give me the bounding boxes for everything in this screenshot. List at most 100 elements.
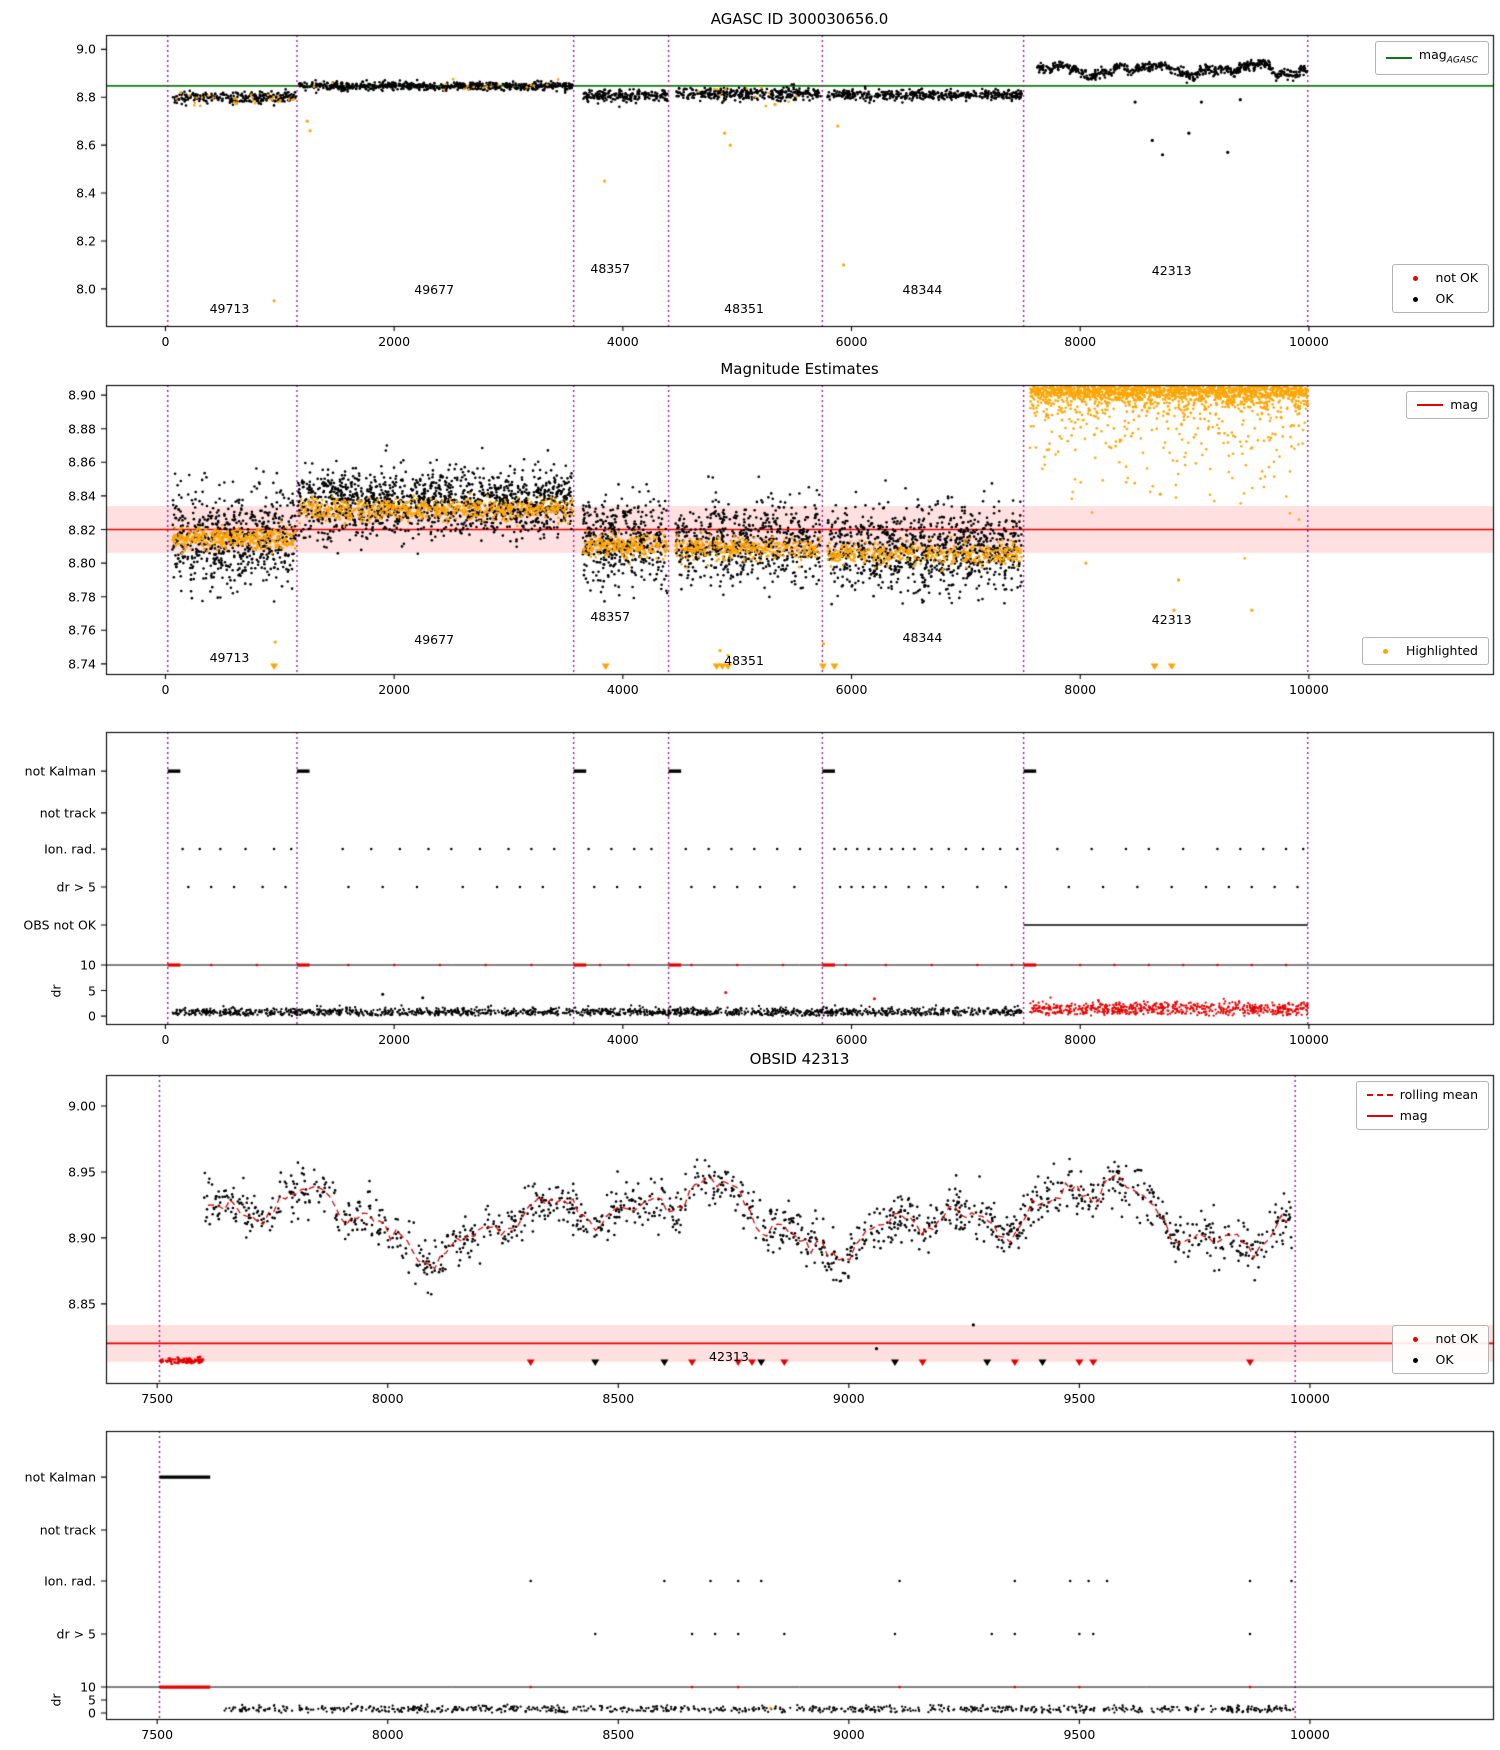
p5-x-tick-label-8000: 8000 <box>371 1727 404 1742</box>
p2-y-tick-label-8.80: 8.80 <box>68 555 96 571</box>
p5-x-tick-label-8500: 8500 <box>602 1727 635 1742</box>
legend-label: magAGASC <box>1418 47 1478 66</box>
p1-x-tick-label-8000: 8000 <box>1064 334 1097 349</box>
p4-legend-1: not OK OK <box>1391 1325 1489 1374</box>
legend-row: mag <box>1366 1108 1478 1124</box>
legend-label: mag <box>1450 397 1478 412</box>
p4-x-tick-label-7500: 7500 <box>141 1391 174 1406</box>
p2-y-tick-label-8.90: 8.90 <box>68 387 96 403</box>
p3-dr-tick-label-10: 10 <box>80 957 96 973</box>
plot1-title: AGASC ID 300030656.0 <box>710 10 889 28</box>
p5-dr-axis-label: dr <box>48 1693 64 1707</box>
legend-row: Highlighted <box>1373 643 1478 659</box>
p4-obsid-label-42313: 42313 <box>709 1349 749 1365</box>
line-red-icon <box>1417 404 1444 406</box>
legend-row: OK <box>1403 1352 1478 1368</box>
legend-label: mag <box>1399 1108 1428 1123</box>
p1-y-tick-label-9.0: 9.0 <box>76 41 96 57</box>
dot-black-icon <box>1403 296 1429 302</box>
legend-row: magAGASC <box>1385 47 1478 69</box>
p1-legend-1: not OK OK <box>1391 264 1489 313</box>
plot4-title: OBSID 42313 <box>749 1050 850 1068</box>
legend-row: OK <box>1403 291 1478 307</box>
legend-row: rolling mean <box>1366 1087 1478 1103</box>
legend-label: rolling mean <box>1399 1087 1478 1102</box>
p3-dr-tick-label-5: 5 <box>88 983 96 999</box>
p5-dr-tick-label-0: 0 <box>88 1705 96 1721</box>
p4-legend-0: rolling mean mag <box>1355 1081 1489 1130</box>
p3-x-tick-label-4000: 4000 <box>606 1032 639 1047</box>
p5-flag-label-not_kalman: not Kalman <box>24 1469 96 1485</box>
p1-x-tick-label-10000: 10000 <box>1289 334 1329 349</box>
p3-x-tick-label-2000: 2000 <box>378 1032 411 1047</box>
p2-y-tick-label-8.84: 8.84 <box>68 488 96 504</box>
p1-obsid-label-42313: 42313 <box>1151 262 1192 278</box>
line-green-icon <box>1385 56 1412 59</box>
p4-y-tick-label-8.90: 8.90 <box>68 1230 96 1246</box>
p2-x-tick-label-6000: 6000 <box>835 682 868 697</box>
legend-label: OK <box>1435 1352 1454 1367</box>
legend-label-subscript: AGASC <box>1446 55 1478 66</box>
p1-obsid-label-48351: 48351 <box>724 301 764 317</box>
p1-y-tick-label-8.4: 8.4 <box>76 185 96 201</box>
p4-x-tick-label-10000: 10000 <box>1290 1391 1330 1406</box>
p2-obsid-label-48357: 48357 <box>590 608 631 624</box>
p3-x-tick-label-0: 0 <box>161 1032 170 1047</box>
p5-flag-label-dr5: dr > 5 <box>56 1626 96 1642</box>
p2-y-tick-label-8.76: 8.76 <box>68 622 96 638</box>
p2-y-tick-label-8.82: 8.82 <box>68 522 96 537</box>
p5-flag-label-not_track: not track <box>39 1522 96 1538</box>
p2-x-tick-label-0: 0 <box>161 682 170 697</box>
p1-y-tick-label-8.2: 8.2 <box>76 233 96 249</box>
p2-obsid-label-42313: 42313 <box>1151 612 1192 628</box>
p2-x-tick-label-4000: 4000 <box>606 682 639 697</box>
dot-red-icon <box>1403 275 1429 281</box>
p3-dr-axis-label: dr <box>48 984 64 998</box>
p1-y-tick-label-8.0: 8.0 <box>76 281 96 297</box>
p2-y-tick-label-8.74: 8.74 <box>68 656 96 672</box>
p5-dr-tick-label-10: 10 <box>80 1679 96 1695</box>
p5-x-tick-label-9500: 9500 <box>1063 1727 1096 1742</box>
p3-x-tick-label-8000: 8000 <box>1064 1032 1097 1047</box>
p1-obsid-label-48344: 48344 <box>902 282 943 298</box>
plot2-title: Magnitude Estimates <box>720 360 879 378</box>
p1-x-tick-label-6000: 6000 <box>835 334 868 349</box>
p1-x-tick-label-2000: 2000 <box>378 334 411 349</box>
p2-obsid-label-49713: 49713 <box>209 650 250 666</box>
legend-label: not OK <box>1435 270 1478 285</box>
p1-x-tick-label-4000: 4000 <box>606 334 639 349</box>
p3-x-tick-label-6000: 6000 <box>835 1032 868 1047</box>
p4-y-tick-label-8.85: 8.85 <box>68 1296 96 1312</box>
p4-x-tick-label-8500: 8500 <box>602 1391 635 1406</box>
p3-flag-label-obs: OBS not OK <box>23 917 96 933</box>
p5-dr-tick-label-5: 5 <box>88 1692 96 1708</box>
p4-x-tick-label-9000: 9000 <box>832 1391 865 1406</box>
p4-x-tick-label-9500: 9500 <box>1063 1391 1096 1406</box>
p4-y-tick-label-8.95: 8.95 <box>68 1164 96 1180</box>
p3-dr-tick-label-0: 0 <box>88 1008 96 1024</box>
p3-flag-label-not_kalman: not Kalman <box>24 763 96 779</box>
dash-red-icon <box>1366 1094 1393 1096</box>
p2-y-tick-label-8.86: 8.86 <box>68 454 96 470</box>
p2-y-tick-label-8.88: 8.88 <box>68 421 96 437</box>
legend-label: Highlighted <box>1405 643 1478 658</box>
p4-x-tick-label-8000: 8000 <box>371 1391 404 1406</box>
p2-x-tick-label-2000: 2000 <box>378 682 411 697</box>
p1-y-tick-label-8.6: 8.6 <box>76 137 96 153</box>
legend-label: OK <box>1435 291 1454 306</box>
p2-legend-1: Highlighted <box>1361 637 1489 665</box>
legend-label: not OK <box>1435 1331 1478 1346</box>
p1-obsid-label-48357: 48357 <box>590 260 631 276</box>
p4-y-tick-label-9.00: 9.00 <box>68 1098 96 1114</box>
p1-x-tick-label-0: 0 <box>161 334 170 349</box>
p1-y-tick-label-8.8: 8.8 <box>76 89 96 105</box>
legend-row: not OK <box>1403 1331 1478 1347</box>
p2-y-tick-label-8.78: 8.78 <box>68 589 96 605</box>
p1-obsid-label-49677: 49677 <box>414 282 455 298</box>
p2-obsid-label-49677: 49677 <box>414 631 455 647</box>
dot-red-icon <box>1403 1336 1429 1342</box>
p2-x-tick-label-10000: 10000 <box>1289 682 1329 697</box>
p2-x-tick-label-8000: 8000 <box>1064 682 1097 697</box>
